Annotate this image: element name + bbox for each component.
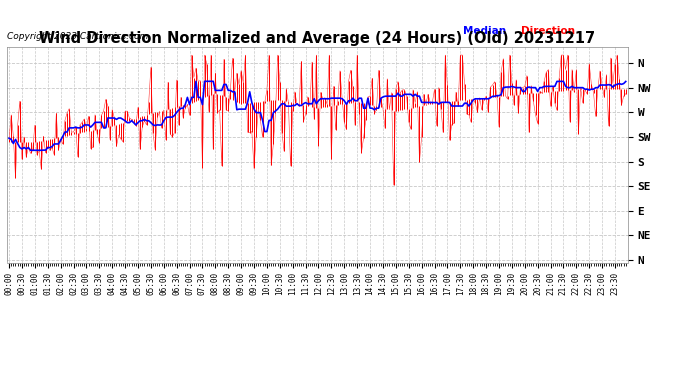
Text: Median: Median [464, 26, 506, 36]
Title: Wind Direction Normalized and Average (24 Hours) (Old) 20231217: Wind Direction Normalized and Average (2… [39, 31, 595, 46]
Text: Direction: Direction [521, 26, 575, 36]
Text: Copyright 2023 Cartronics.com: Copyright 2023 Cartronics.com [7, 32, 148, 41]
